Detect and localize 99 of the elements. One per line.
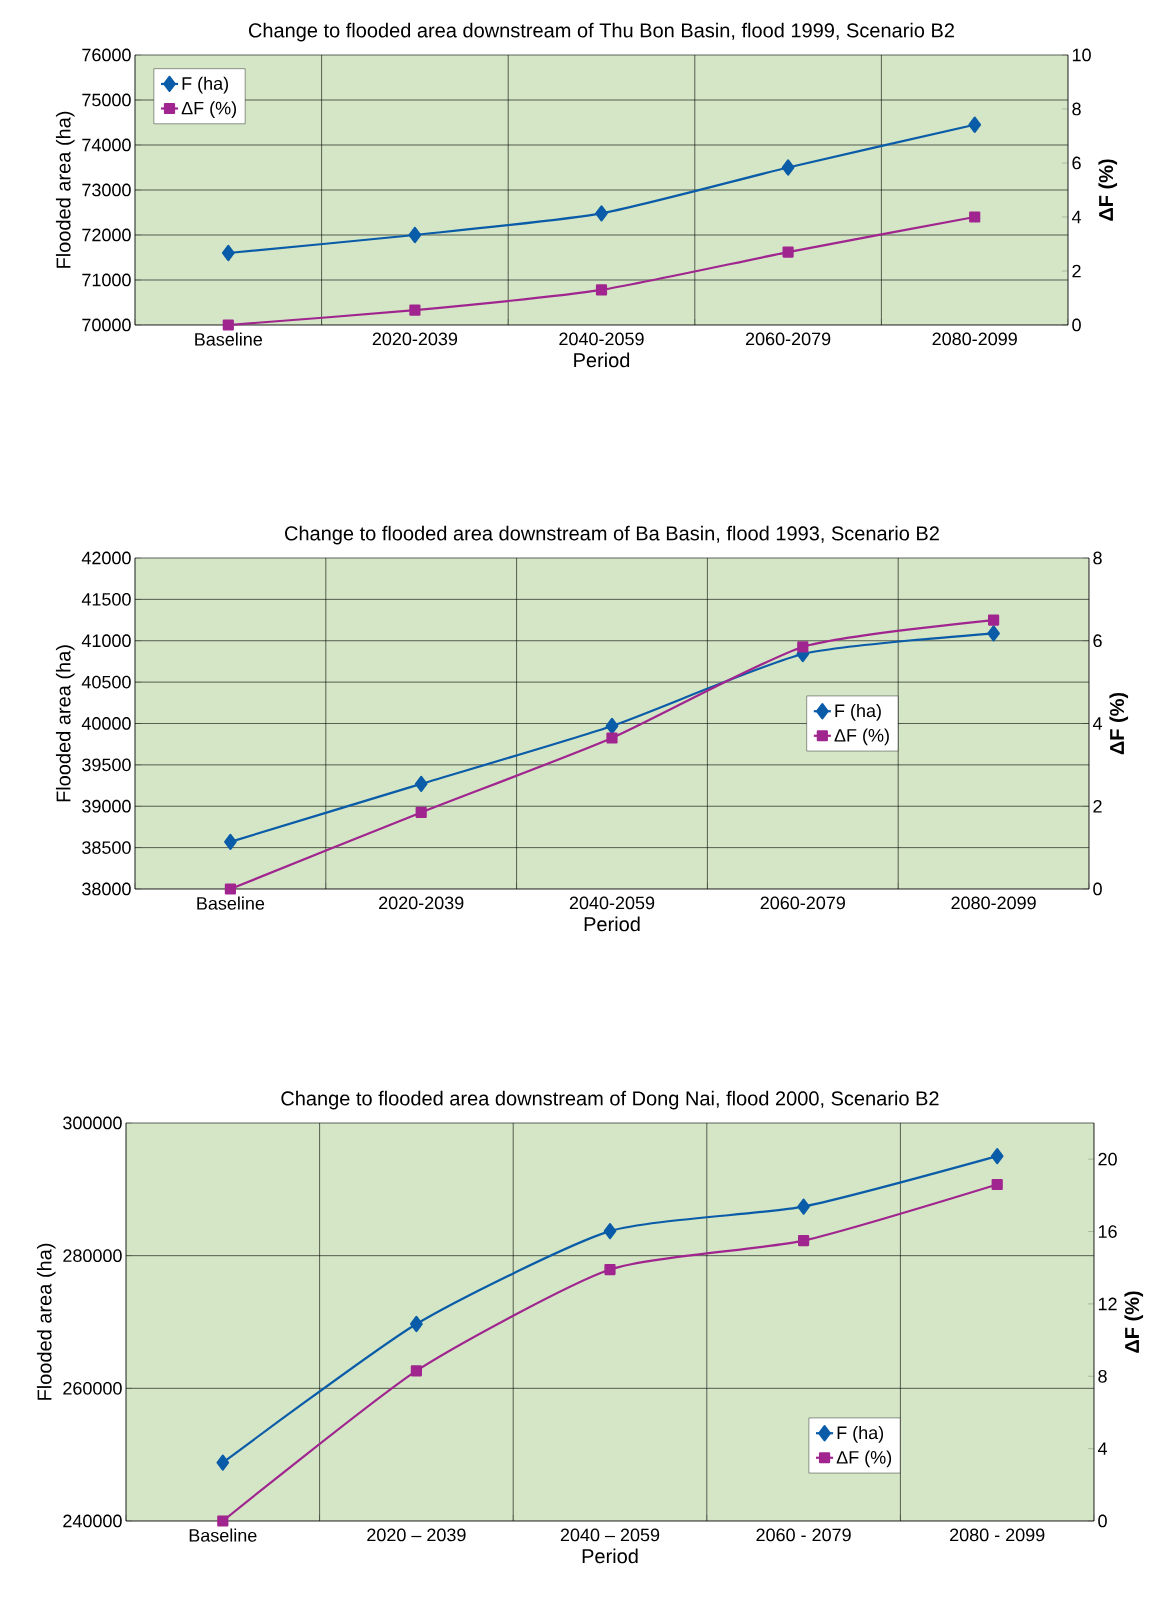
y2-tick-label: 0 [1093,882,1102,896]
y2-tick-label: 8 [1093,551,1102,565]
y-tick-label: 41000 [81,634,131,648]
x-tick-label: Baseline [189,1528,257,1542]
y-tick-label: 71000 [82,273,131,287]
point [410,1315,423,1333]
point [782,246,794,258]
y-tick-label: 70000 [82,318,131,332]
y-tick-label: 260000 [63,1381,122,1395]
x-axis-title: Period [582,1548,638,1564]
point [968,116,982,133]
legend-label: F (ha) [835,703,881,721]
point [797,641,809,653]
point [224,833,237,850]
x-tick-label: 2080 - 2099 [950,1528,1045,1542]
y-axis-title: Flooded area (ha) [55,111,75,268]
y2-tick-label: 2 [1072,264,1081,278]
y2-tick-label: 6 [1072,156,1081,170]
point [969,211,981,223]
y-tick-label: 72000 [82,228,131,242]
legend-label: ΔF (%) [834,728,889,746]
y2-tick-label: 4 [1097,1442,1108,1455]
point [798,1234,810,1247]
point [603,1223,617,1240]
y-tick-label: 76000 [82,48,131,62]
y-tick-label: 42000 [81,551,131,565]
point [408,226,422,244]
chart-title: Change to flooded area downstream of Dong Nai, flood 2000, Scenario B2 [281,1090,939,1110]
legend-label: F (ha) [837,1425,884,1443]
chart-title: Change to flooded area downstream of Ba Basin, flood 1993, Scenario B2 [285,525,939,545]
point [988,614,1000,626]
y-tick-label: 39500 [82,758,131,772]
x-tick-label: 2080-2099 [932,332,1017,346]
point [991,1178,1003,1191]
point [216,1454,230,1471]
point [797,1198,810,1215]
y2-tick-label: 16 [1098,1225,1117,1238]
y-tick-label: 38500 [82,841,131,854]
y2-tick-label: 8 [1098,1369,1107,1383]
x-tick-label: 2020 – 2039 [367,1528,466,1542]
y2-tick-label: 4 [1092,717,1103,730]
point [987,625,1000,642]
y2-tick-label: 8 [1072,102,1081,116]
point [606,732,618,744]
y-tick-label: 74000 [82,138,131,152]
point [604,1263,616,1276]
y-tick-label: 40500 [81,675,131,689]
point [415,806,427,819]
x-tick-label: 2020-2039 [372,332,458,346]
y2-tick-label: 6 [1093,634,1102,648]
y-tick-label: 75000 [82,93,131,107]
point [781,159,795,176]
x-tick-label: Baseline [197,896,265,910]
point [595,284,608,296]
x-tick-label: 2040-2059 [569,896,655,910]
y2-axis-title: ΔF (%) [1098,159,1118,221]
y-tick-label: 73000 [82,183,131,197]
point [414,775,428,792]
point [990,1148,1004,1165]
y2-tick-label: 20 [1098,1152,1117,1166]
legend-label: ΔF (%) [836,1450,892,1468]
x-tick-label: 2060-2079 [760,896,845,910]
y-tick-label: 240000 [63,1514,122,1528]
point [224,883,236,895]
point [605,717,619,735]
point [595,205,608,222]
point [409,304,421,316]
y-axis-title: Flooded area (ha) [55,645,75,802]
y2-tick-label: 4 [1071,210,1082,224]
y-tick-label: 40000 [81,717,131,730]
y-tick-label: 41500 [81,592,131,606]
y2-tick-label: 10 [1072,48,1091,62]
x-tick-label: 2040 – 2059 [560,1528,660,1542]
point [410,1365,422,1377]
x-axis-title: Period [574,352,630,368]
y-tick-label: 38000 [82,882,131,896]
x-tick-label: 2060-2079 [745,332,831,346]
y2-axis-title: ΔF (%) [1109,692,1129,755]
x-tick-label: 2080-2099 [951,896,1036,910]
y-tick-label: 280000 [63,1249,122,1263]
y2-axis-title: ΔF (%) [1124,1291,1144,1353]
y2-tick-label: 0 [1098,1514,1107,1528]
x-tick-label: 2020-2039 [379,896,464,910]
point [222,319,234,331]
point [217,1515,229,1527]
point [221,244,235,262]
legend-label: F (ha) [182,76,229,94]
y-axis-title: Flooded area (ha) [36,1243,56,1400]
x-tick-label: 2040-2059 [559,332,644,346]
y-tick-label: 39000 [82,799,131,813]
y-tick-label: 300000 [63,1116,122,1130]
y2-tick-label: 2 [1093,799,1102,813]
y2-tick-label: 12 [1098,1297,1117,1311]
y2-tick-label: 0 [1072,318,1081,332]
chart-title: Change to flooded area downstream of Thu Bon Basin, flood 1999, Scenario B2 [248,22,954,42]
x-axis-title: Period [584,916,640,932]
legend-label: ΔF (%) [181,101,237,119]
x-tick-label: Baseline [195,332,262,346]
x-tick-label: 2060 - 2079 [756,1528,851,1542]
